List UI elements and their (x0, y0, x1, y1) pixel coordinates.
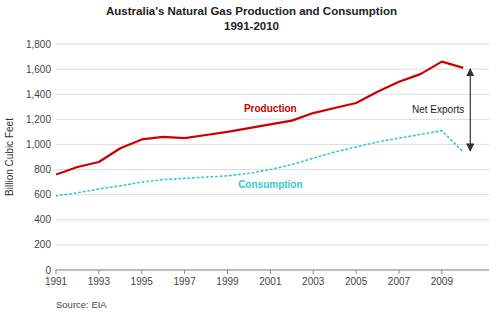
x-axis-line (56, 270, 489, 271)
y-tick-label: 400 (34, 214, 51, 225)
x-tick-label: 2009 (431, 276, 454, 287)
y-tick-label: 0 (45, 265, 51, 276)
x-tick-label: 2001 (259, 276, 282, 287)
lines (56, 62, 463, 196)
x-tick-label: 1999 (216, 276, 239, 287)
grid-line (56, 194, 489, 195)
series-label: Consumption (238, 179, 302, 190)
grid-line (56, 69, 489, 70)
x-axis: 1991 1993 1995 1997 1999 2001 2003 2005 2007 2009 (45, 270, 489, 287)
subtitle: 1991-2010 (224, 20, 279, 32)
x-tick (398, 270, 399, 274)
net-exports-arrow (470, 69, 471, 151)
chart-svg: Australia's Natural Gas Production and C… (0, 0, 503, 314)
x-tick (141, 270, 142, 274)
x-tick (98, 270, 99, 274)
x-tick (313, 270, 314, 274)
series-label: Production (244, 103, 297, 114)
series-line (56, 62, 463, 175)
x-tick-label: 1995 (131, 276, 154, 287)
x-tick (56, 270, 57, 274)
x-tick (184, 270, 185, 274)
x-tick-label: 2003 (302, 276, 325, 287)
grid-line (56, 144, 489, 145)
x-tick-label: 1997 (173, 276, 196, 287)
grid-line (56, 270, 489, 271)
series-line (56, 131, 463, 196)
grid-line (56, 94, 489, 95)
x-tick (441, 270, 442, 274)
y-grid: 0 200 400 600 800 1,000 1,200 1,400 1,600 1,800 (26, 39, 489, 276)
y-tick-label: 800 (34, 164, 51, 175)
x-tick-label: 2005 (345, 276, 368, 287)
x-tick-label: 1993 (88, 276, 111, 287)
y-tick-label: 200 (34, 239, 51, 250)
y-tick-label: 1,600 (26, 64, 51, 75)
grid-line (56, 119, 489, 120)
grid-line (56, 244, 489, 245)
grid-line (56, 44, 489, 45)
x-tick-label: 1991 (45, 276, 68, 287)
y-tick-label: 1,400 (26, 89, 51, 100)
y-tick-label: 1,000 (26, 139, 51, 150)
y-axis-label: Billion Cubic Feet (4, 118, 15, 196)
x-tick (227, 270, 228, 274)
y-tick-label: 1,200 (26, 114, 51, 125)
annotation: Net Exports (412, 104, 464, 115)
grid-line (56, 219, 489, 220)
x-tick-label: 2007 (388, 276, 411, 287)
x-tick (270, 270, 271, 274)
y-tick-label: 600 (34, 189, 51, 200)
title: Australia's Natural Gas Production and C… (106, 5, 397, 17)
source: Source: EIA (56, 299, 107, 310)
x-tick (356, 270, 357, 274)
y-tick-label: 1,800 (26, 39, 51, 50)
chart-container: Australia's Natural Gas Production and C… (0, 0, 503, 314)
